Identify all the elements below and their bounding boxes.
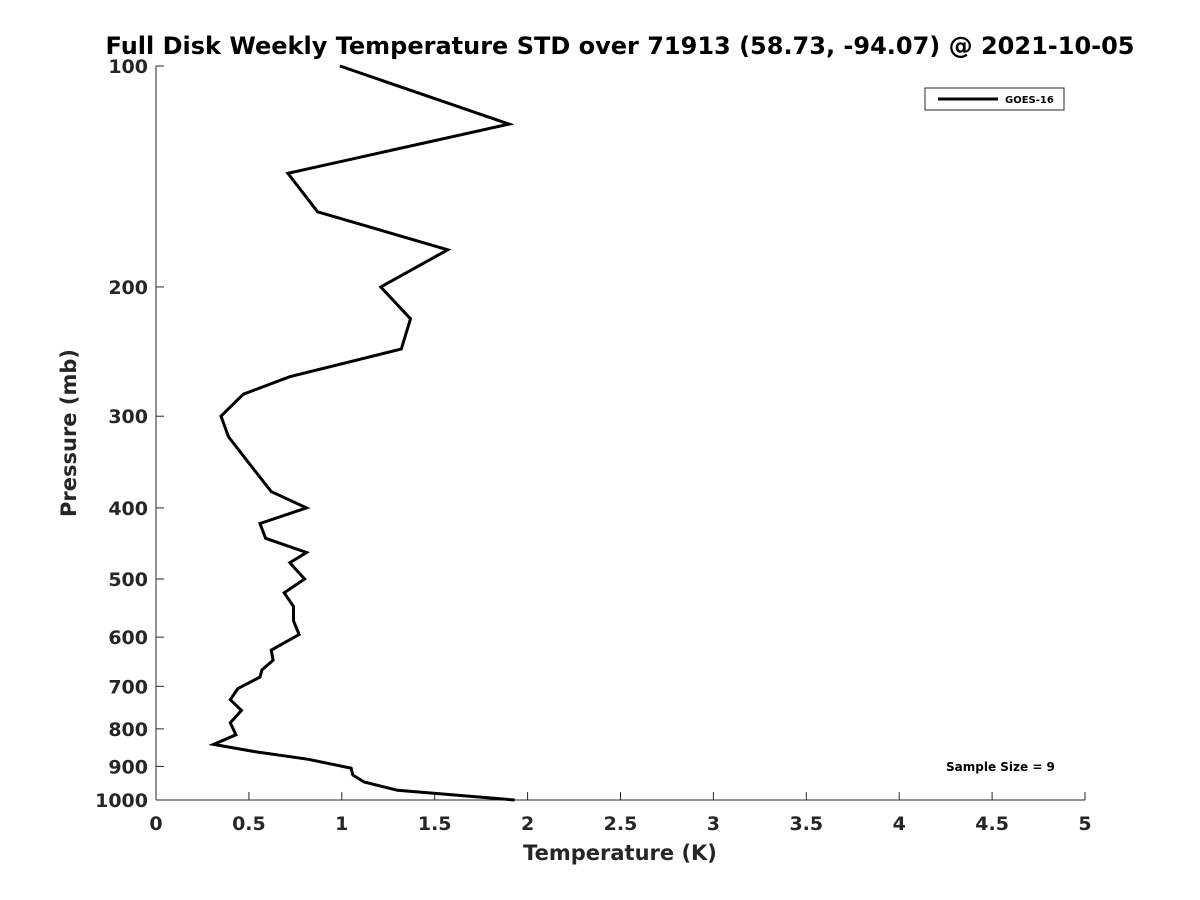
x-tick-label-8: 4 (893, 813, 906, 835)
x-tick-label-4: 2 (521, 813, 534, 835)
y-tick-label-3: 400 (108, 498, 148, 520)
y-tick-label-0: 100 (108, 56, 148, 78)
x-tick-label-3: 1.5 (418, 813, 452, 835)
x-tick-label-9: 4.5 (975, 813, 1009, 835)
x-tick-label-2: 1 (335, 813, 348, 835)
y-tick-label-8: 900 (108, 756, 148, 778)
plot-axes (155, 66, 1085, 801)
series-layer (208, 64, 515, 802)
y-tick-label-6: 700 (108, 676, 148, 698)
y-axis-ticks: 100 200 300 400 500 600 700 800 900 1000 (95, 56, 164, 812)
x-axis-ticks: 0 0.5 1 1.5 2 2.5 3 3.5 4 4.5 5 (149, 792, 1092, 835)
sample-size-annotation: Sample Size = 9 (946, 760, 1055, 774)
y-tick-label-2: 300 (108, 406, 148, 428)
x-tick-label-5: 2.5 (604, 813, 638, 835)
x-axis-title: Temperature (K) (523, 841, 717, 865)
y-axis-title: Pressure (mb) (57, 349, 81, 517)
y-tick-label-7: 800 (108, 719, 148, 741)
y-tick-label-4: 500 (108, 569, 148, 591)
y-tick-label-1: 200 (108, 277, 148, 299)
y-tick-label-9: 1000 (95, 790, 148, 812)
x-tick-label-7: 3.5 (789, 813, 823, 835)
chart-title: Full Disk Weekly Temperature STD over 71… (106, 32, 1135, 60)
x-tick-label-1: 0.5 (232, 813, 266, 835)
legend: GOES-16 (924, 87, 1065, 111)
x-tick-label-10: 5 (1078, 813, 1091, 835)
x-tick-label-0: 0 (149, 813, 162, 835)
y-tick-label-5: 600 (108, 627, 148, 649)
series-line-goes-16 (208, 64, 515, 802)
legend-label-goes-16: GOES-16 (1005, 95, 1054, 106)
x-tick-label-6: 3 (707, 813, 720, 835)
